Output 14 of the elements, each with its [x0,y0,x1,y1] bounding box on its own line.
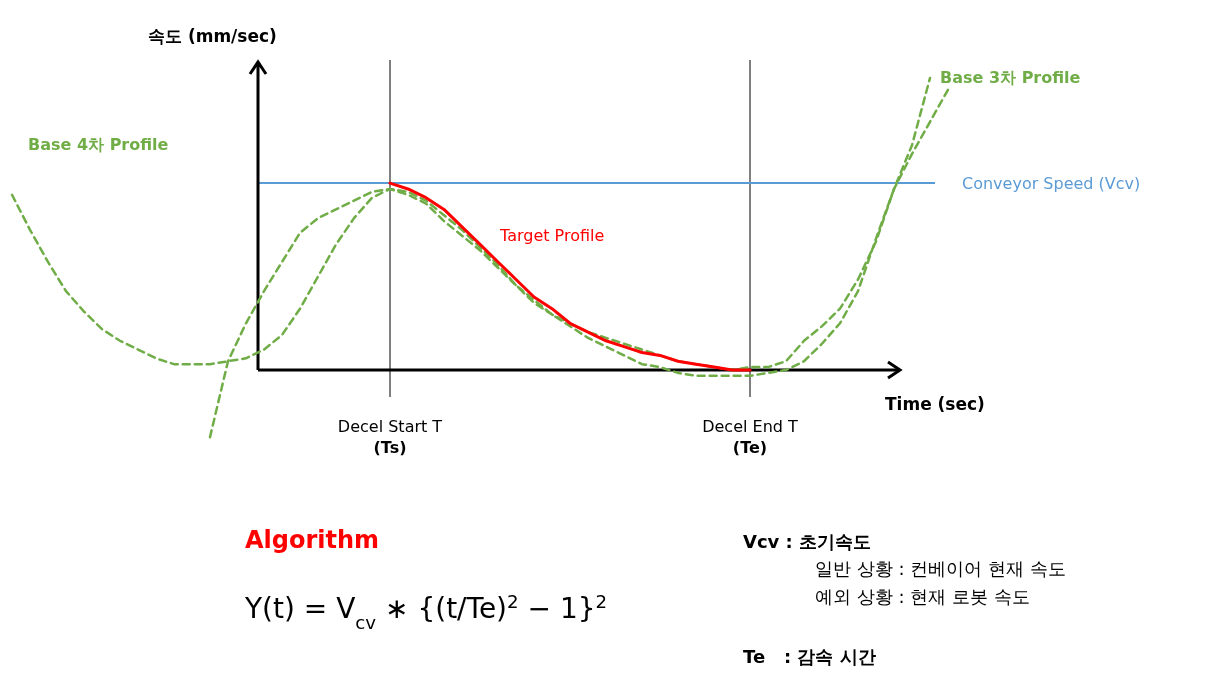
series-label: Target Profile [499,226,605,245]
text: Vcv : 초기속도 [743,531,872,552]
text: Algorithm [245,526,380,554]
text: 일반 상황 : 컨베이어 현재 속도 [815,558,1066,579]
text: Te : 감속 시간 [743,646,876,667]
series-label: Base 3차 Profile [940,68,1081,87]
ref-line-label: Conveyor Speed (Vcv) [962,174,1141,194]
text: Y(t) = V$_{cv}$ ∗ {(t/Te)$^{2}$ − 1}$^{2}$ [244,590,608,633]
text: Base 4차 Profile [28,135,169,154]
y-axis-title: 속도 (mm/sec) [148,26,277,46]
x-tick-label: Decel End T (Te) [702,417,799,457]
text: 예외 상황 : 현재 로봇 속도 [815,586,1030,607]
x-axis-title: Time (sec) [885,394,985,414]
x-tick-label: Decel Start T (Ts) [337,417,443,457]
